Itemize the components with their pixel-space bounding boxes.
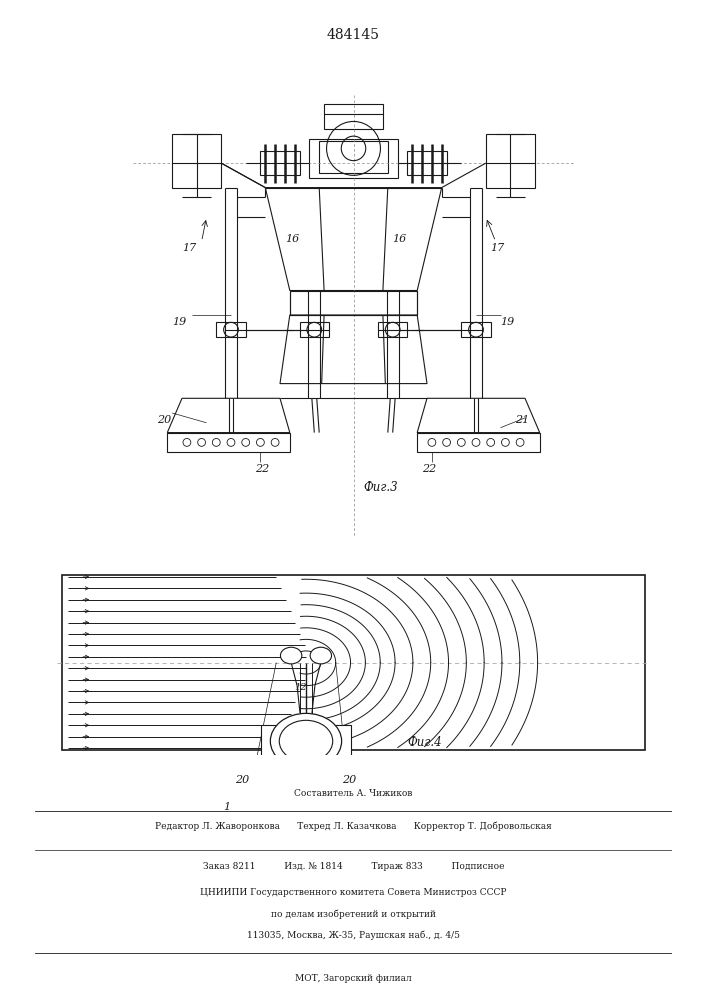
- Text: 22: 22: [422, 464, 436, 474]
- Text: 20: 20: [158, 415, 172, 425]
- Bar: [333, 725, 351, 757]
- Text: 16: 16: [392, 234, 407, 244]
- Text: 484145: 484145: [327, 28, 380, 42]
- Circle shape: [270, 713, 341, 769]
- Bar: [216, 322, 246, 337]
- Bar: [173, 134, 221, 188]
- Bar: [290, 290, 417, 315]
- Text: 19: 19: [501, 317, 515, 327]
- Text: по делам изобретений и открытий: по делам изобретений и открытий: [271, 909, 436, 919]
- Circle shape: [281, 647, 302, 664]
- Text: 12: 12: [294, 683, 307, 692]
- Text: 19: 19: [173, 317, 187, 327]
- Text: 1: 1: [223, 802, 230, 812]
- Text: 17: 17: [182, 243, 197, 253]
- Text: Составитель А. Чижиков: Составитель А. Чижиков: [294, 789, 413, 798]
- Text: ЦНИИПИ Государственного комитета Совета Министроз СССР: ЦНИИПИ Государственного комитета Совета …: [200, 888, 507, 897]
- Bar: [319, 141, 388, 173]
- Bar: [378, 322, 407, 337]
- Text: Редактор Л. Жаворонкова      Техред Л. Казачкова      Корректор Т. Добровольская: Редактор Л. Жаворонкова Техред Л. Казачк…: [155, 821, 552, 831]
- Text: 16: 16: [285, 234, 299, 244]
- Text: МОТ, Загорский филиал: МОТ, Загорский филиал: [296, 974, 411, 983]
- Bar: [168, 433, 290, 452]
- Text: 21: 21: [515, 415, 530, 425]
- Bar: [262, 725, 279, 757]
- Bar: [417, 433, 539, 452]
- Text: 113035, Москва, Ж-35, Раушская наб., д. 4/5: 113035, Москва, Ж-35, Раушская наб., д. …: [247, 931, 460, 940]
- Bar: [300, 322, 329, 337]
- Text: 20: 20: [341, 775, 356, 785]
- Bar: [260, 151, 300, 175]
- Text: 17: 17: [491, 243, 505, 253]
- Text: 22: 22: [255, 464, 270, 474]
- Bar: [310, 139, 397, 178]
- Text: 20: 20: [235, 775, 249, 785]
- Text: Фиг.4: Фиг.4: [407, 736, 442, 749]
- Circle shape: [310, 647, 332, 664]
- Bar: [486, 134, 534, 188]
- Text: Заказ 8211          Изд. № 1814          Тираж 833          Подписное: Заказ 8211 Изд. № 1814 Тираж 833 Подписн…: [203, 862, 504, 871]
- Bar: [461, 322, 491, 337]
- Bar: [407, 151, 447, 175]
- Bar: [324, 104, 383, 129]
- Text: Фиг.3: Фиг.3: [363, 481, 398, 494]
